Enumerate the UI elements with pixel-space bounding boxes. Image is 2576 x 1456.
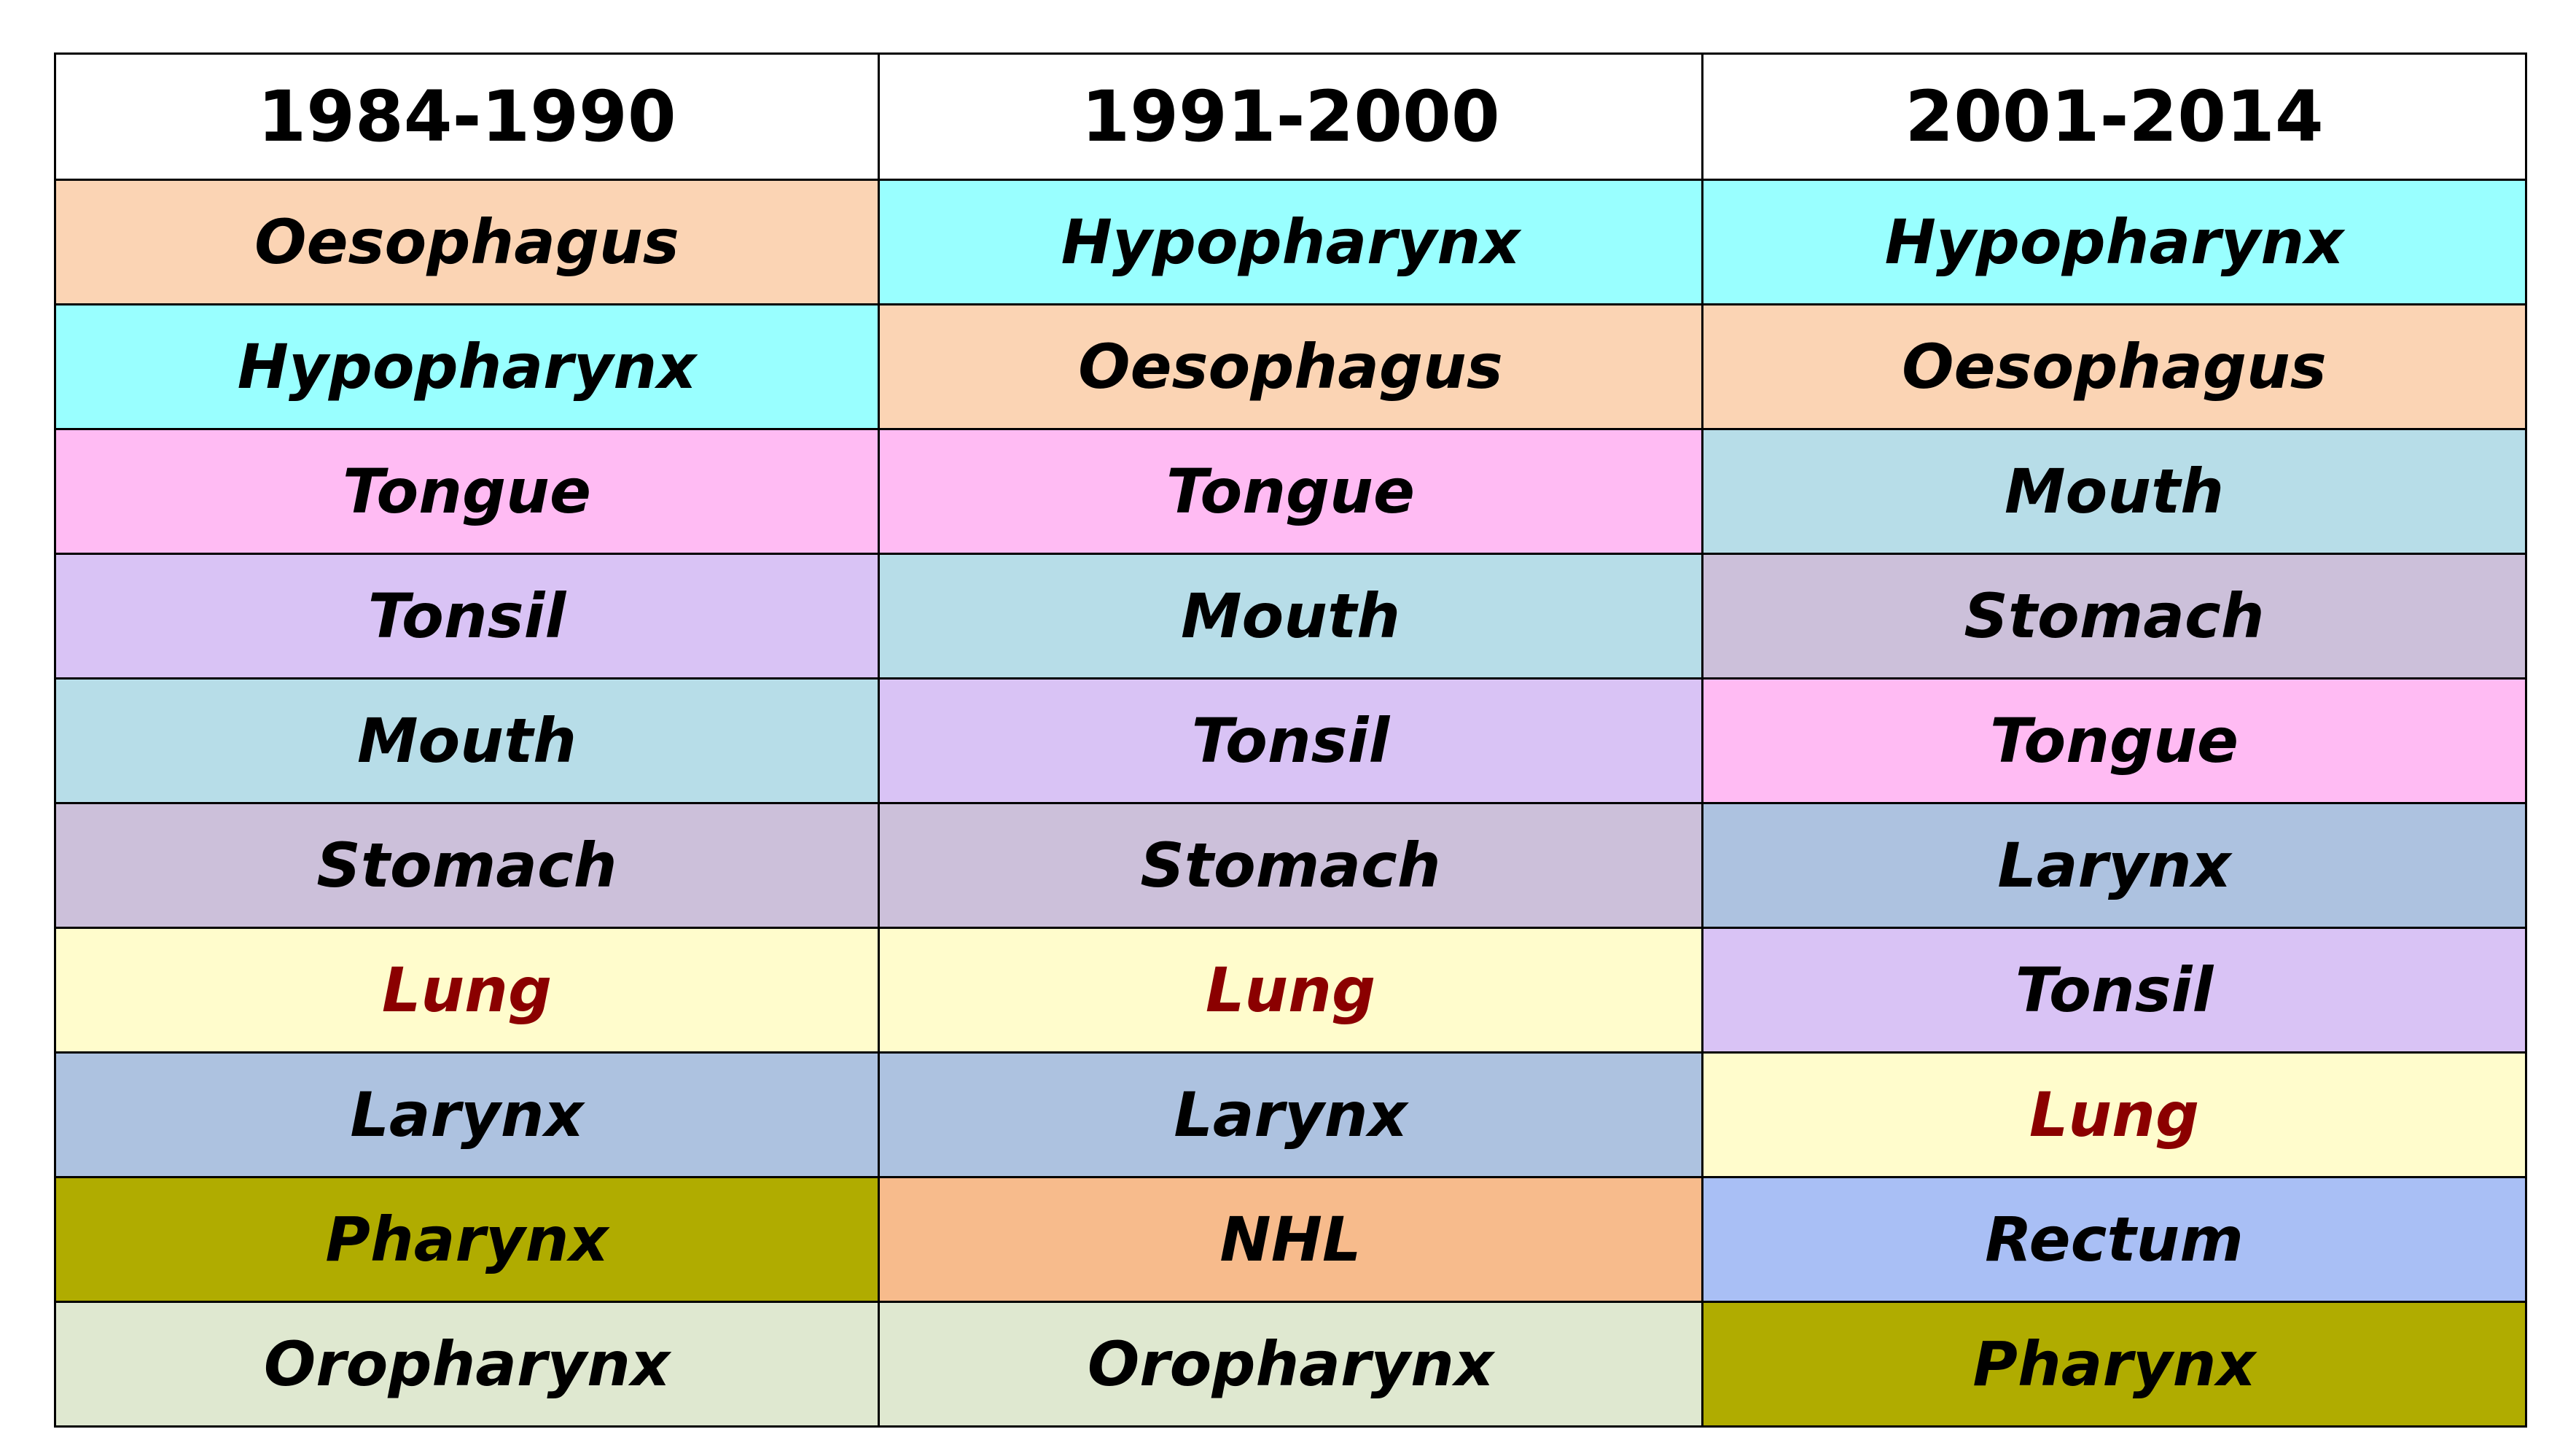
table-row: Hypopharynx Oesophagus Oesophagus: [54, 303, 2527, 430]
table-cell: Hypopharynx: [54, 303, 880, 430]
table-cell: Stomach: [878, 802, 1703, 929]
table-cell: Stomach: [1701, 553, 2527, 680]
table-cell: Larynx: [1701, 802, 2527, 929]
table-cell: Stomach: [54, 802, 880, 929]
table-cell: Larynx: [878, 1051, 1703, 1178]
table-cell: Tonsil: [1701, 927, 2527, 1054]
table-cell: Pharynx: [1701, 1301, 2527, 1428]
table-cell: Larynx: [54, 1051, 880, 1178]
table-cell: Oropharynx: [878, 1301, 1703, 1428]
table-cell: Tonsil: [54, 553, 880, 680]
table-cell: Oesophagus: [54, 179, 880, 305]
table-row: Tonsil Mouth Stomach: [54, 553, 2527, 680]
table-cell: Hypopharynx: [1701, 179, 2527, 305]
table-body: Oesophagus Hypopharynx Hypopharynx Hypophar…: [54, 179, 2527, 1428]
table-cell: Mouth: [878, 553, 1703, 680]
table-cell: Hypopharynx: [878, 179, 1703, 305]
table-row: Lung Lung Tonsil: [54, 927, 2527, 1054]
table-row: Oesophagus Hypopharynx Hypopharynx: [54, 179, 2527, 305]
table-cell: Rectum: [1701, 1176, 2527, 1303]
table-row: Oropharynx Oropharynx Pharynx: [54, 1301, 2527, 1428]
table-cell: Lung: [1701, 1051, 2527, 1178]
table-cell: Oropharynx: [54, 1301, 880, 1428]
table-row: Stomach Stomach Larynx: [54, 802, 2527, 929]
header-period: 1991-2000: [878, 52, 1703, 181]
header-period: 2001-2014: [1701, 52, 2527, 181]
table-cell: NHL: [878, 1176, 1703, 1303]
table-row: Tongue Tongue Mouth: [54, 428, 2527, 555]
table-cell: Lung: [54, 927, 880, 1054]
table-cell: Tonsil: [878, 677, 1703, 804]
table-cell: Pharynx: [54, 1176, 880, 1303]
table-cell: Tongue: [878, 428, 1703, 555]
table-cell: Mouth: [1701, 428, 2527, 555]
table-row: Larynx Larynx Lung: [54, 1051, 2527, 1178]
table-cell: Lung: [878, 927, 1703, 1054]
header-row: 1984-1990 1991-2000 2001-2014: [54, 52, 2527, 181]
table-cell: Tongue: [54, 428, 880, 555]
table-row: Mouth Tonsil Tongue: [54, 677, 2527, 804]
header-period: 1984-1990: [54, 52, 880, 181]
table-cell: Oesophagus: [1701, 303, 2527, 430]
table-row: Pharynx NHL Rectum: [54, 1176, 2527, 1303]
cancer-ranking-table: 1984-1990 1991-2000 2001-2014 Oesophagus…: [54, 52, 2527, 1428]
table-cell: Oesophagus: [878, 303, 1703, 430]
table-cell: Mouth: [54, 677, 880, 804]
table-cell: Tongue: [1701, 677, 2527, 804]
